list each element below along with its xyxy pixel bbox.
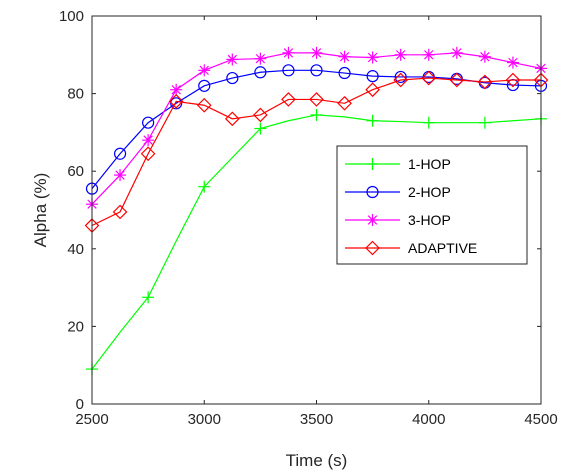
series-point-2 <box>366 51 379 64</box>
series-point-1 <box>254 66 267 79</box>
series-point-1 <box>366 70 379 83</box>
x-tick-label: 4000 <box>412 411 445 428</box>
series-point-3 <box>309 92 324 107</box>
x-tick-label: 2500 <box>75 411 108 428</box>
series-point-2 <box>478 50 491 63</box>
series-point-2 <box>422 48 435 61</box>
series-point-2 <box>310 46 323 59</box>
legend-box <box>336 145 528 265</box>
y-tick-label: 60 <box>67 163 84 180</box>
series-point-0 <box>478 116 491 129</box>
series-point-1 <box>113 147 127 160</box>
series-point-3 <box>140 146 156 162</box>
series-point-3 <box>449 72 465 88</box>
series-line-3 <box>91 77 541 227</box>
legend-swatch-marker <box>366 158 379 170</box>
legend-swatch-marker <box>366 214 379 226</box>
legend-entry-label: 3-HOP <box>408 212 451 228</box>
series-point-3 <box>365 82 380 98</box>
series-point-1 <box>394 70 407 84</box>
y-tick-label: 0 <box>76 396 84 413</box>
legend-entry-label: 2-HOP <box>408 184 451 200</box>
series-point-3 <box>112 204 128 220</box>
series-point-2 <box>450 46 463 59</box>
series-point-3 <box>477 74 493 90</box>
series-point-3 <box>168 94 184 109</box>
y-axis-label: Alpha (%) <box>31 173 50 248</box>
legend-entry-label: ADAPTIVE <box>408 240 477 256</box>
series-point-0 <box>142 291 155 304</box>
series-point-1 <box>338 66 351 80</box>
y-tick-label: 80 <box>67 86 84 103</box>
series-point-3 <box>337 95 352 111</box>
legend: 1-HOP 2-HOP 3-HOP ADAPTIVE <box>336 145 528 265</box>
y-tick-label: 100 <box>59 8 84 25</box>
y-tick-label: 40 <box>67 241 84 258</box>
series-point-1 <box>170 97 183 110</box>
legend-swatch-marker <box>366 185 379 199</box>
series-point-1 <box>226 71 239 85</box>
series-point-3 <box>421 70 437 86</box>
series-point-1 <box>198 79 211 92</box>
ticks-layer: 2500 3000 3500 4000 4500 0 20 40 60 80 100 <box>59 8 558 428</box>
legend-swatch-marker <box>365 240 380 256</box>
series-point-3 <box>224 111 240 127</box>
series-point-1 <box>310 64 323 77</box>
series-point-3 <box>196 97 212 113</box>
series-point-2 <box>506 56 519 69</box>
series-point-0 <box>310 108 323 121</box>
series-point-0 <box>254 122 267 135</box>
series-point-2 <box>170 83 183 96</box>
x-axis-label: Time (s) <box>286 451 348 470</box>
series-layer <box>84 46 549 376</box>
series-point-3 <box>505 72 521 88</box>
series-point-0 <box>422 116 435 129</box>
series-point-2 <box>198 64 211 77</box>
series-point-0 <box>198 180 211 193</box>
series-point-0 <box>366 114 379 127</box>
series-point-2 <box>282 46 295 59</box>
series-point-3 <box>253 107 268 123</box>
series-point-2 <box>338 50 351 63</box>
x-tick-label: 3000 <box>188 411 221 428</box>
legend-entry-label: 1-HOP <box>408 156 451 172</box>
series-point-1 <box>142 116 155 129</box>
series-point-2 <box>394 48 407 61</box>
y-tick-label: 20 <box>67 318 84 335</box>
series-point-2 <box>254 52 267 65</box>
series-point-3 <box>393 72 409 88</box>
x-tick-label: 3500 <box>300 411 333 428</box>
series-point-1 <box>282 64 295 77</box>
series-point-3 <box>281 92 296 107</box>
series-point-2 <box>114 169 127 182</box>
x-tick-label: 4500 <box>524 411 557 428</box>
series-point-2 <box>142 134 155 147</box>
series-point-2 <box>226 53 239 66</box>
